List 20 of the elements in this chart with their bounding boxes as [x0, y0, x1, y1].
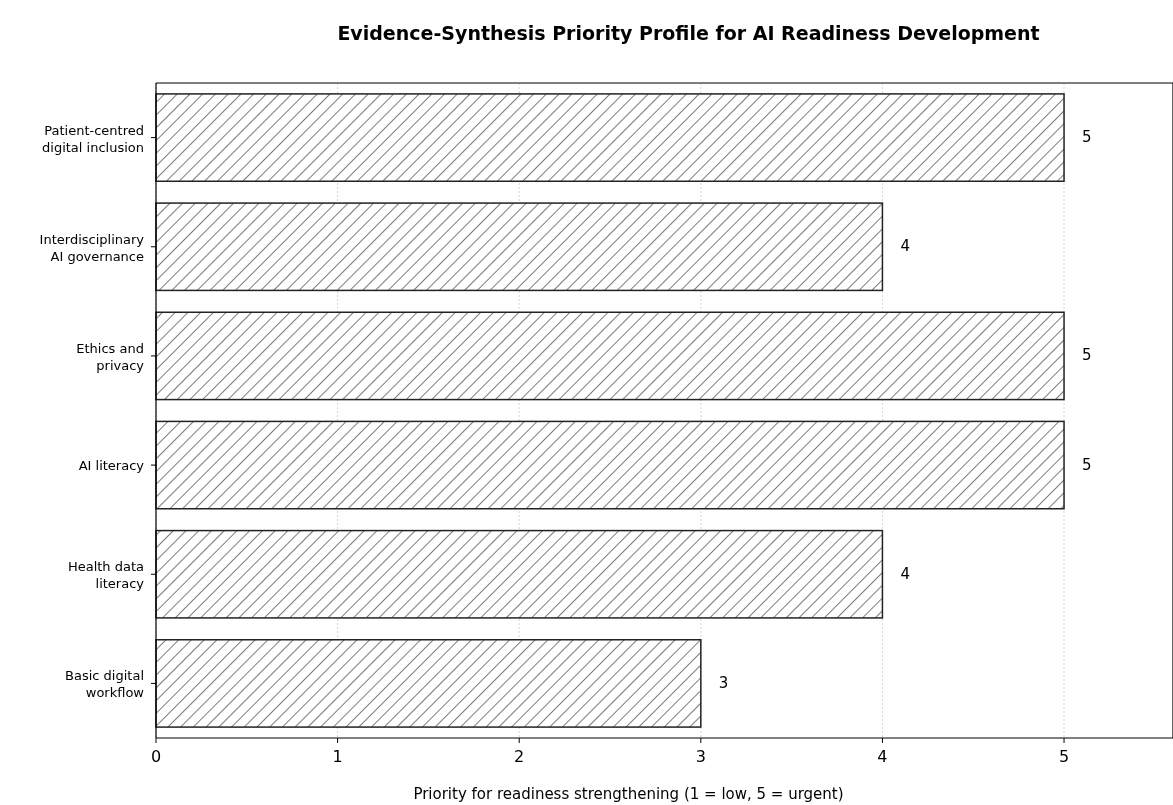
data-label: 5	[1082, 346, 1092, 365]
x-tick-label: 0	[150, 747, 162, 766]
y-tick-label: AI literacy	[78, 458, 145, 474]
y-tick-label: Health data literacy	[67, 559, 145, 592]
chart-title: Evidence-Synthesis Priority Profile for AI Readiness Development	[337, 22, 1040, 44]
data-label: 5	[1082, 455, 1092, 474]
x-axis-title: Priority for readiness strengthening (1 = low, 5 = urgent)	[413, 785, 844, 803]
x-tick-label: 5	[1058, 747, 1070, 766]
x-tick-label: 1	[332, 747, 343, 766]
data-label: 3	[718, 673, 729, 692]
x-tick-label: 2	[514, 747, 525, 766]
y-tick-label: Interdisciplinary AI governance	[39, 231, 145, 264]
y-tick-label: Ethics and privacy	[76, 340, 145, 373]
data-label: 4	[900, 564, 910, 583]
y-tick-label: Patient-centred digital inclusion	[42, 122, 144, 155]
x-tick-label: 4	[877, 747, 888, 766]
y-tick-label: Basic digital workflow	[65, 668, 145, 701]
data-label: 5	[1082, 128, 1092, 147]
x-tick-label: 3	[695, 747, 706, 766]
data-label: 4	[900, 237, 910, 256]
